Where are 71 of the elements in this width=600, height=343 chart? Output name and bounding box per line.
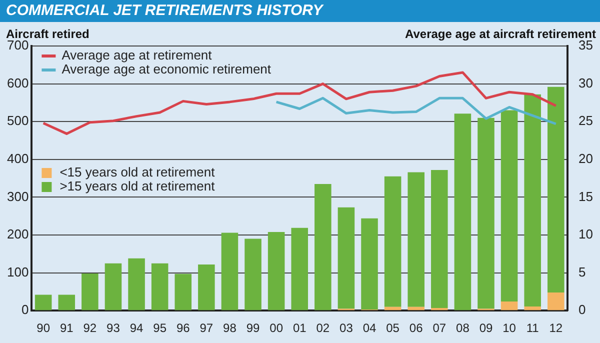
x-tick-label: 98: [223, 321, 237, 336]
bar: [221, 232, 238, 310]
y-tick-label: 300: [6, 188, 29, 204]
bar: [431, 170, 448, 308]
bar: [524, 94, 541, 306]
y2-tick-label: 25: [578, 113, 594, 128]
bar: [82, 274, 98, 310]
x-tick-label: 94: [130, 321, 144, 336]
y-tick-label: 500: [6, 113, 29, 128]
bar: [338, 207, 355, 309]
legend-label: >15 years old at retirement: [60, 178, 216, 194]
bar: [384, 176, 402, 307]
bar: [500, 302, 518, 310]
x-tick-label: 09: [479, 321, 493, 336]
bar: [408, 306, 424, 310]
x-tick-label: 05: [386, 321, 400, 336]
y2-tick-label: 20: [578, 150, 594, 166]
x-tick-label: 92: [83, 321, 97, 336]
y-tick-label: 200: [6, 226, 29, 242]
bar: [198, 264, 215, 310]
x-tick-label: 03: [340, 321, 354, 336]
bar: [548, 292, 564, 310]
legend-label: Average age at economic retirement: [62, 62, 272, 77]
x-tick-label: 97: [200, 321, 214, 336]
legend-label: Average age at retirement: [62, 48, 212, 63]
chart-title: COMMERCIAL JET RETIREMENTS HISTORY: [0, 0, 600, 22]
bar: [500, 110, 518, 302]
x-tick-label: 96: [176, 321, 190, 336]
y-tick-label: 600: [6, 75, 29, 90]
y2-tick-label: 5: [578, 264, 586, 280]
x-tick-label: 10: [502, 321, 516, 336]
y-tick-label: 100: [6, 264, 29, 280]
x-tick-label: 91: [60, 321, 74, 336]
bar: [128, 258, 145, 310]
bar: [151, 263, 168, 310]
bar: [478, 118, 494, 309]
bar: [454, 114, 472, 310]
bar: [314, 184, 332, 310]
bar: [244, 238, 262, 310]
bar: [174, 274, 192, 310]
bar: [548, 86, 564, 292]
y2-tick-label: 30: [578, 75, 594, 90]
bar: [431, 308, 448, 310]
x-tick-label: 95: [153, 321, 167, 336]
y2-tick-label: 10: [578, 226, 594, 242]
bar: [291, 228, 308, 310]
y2-tick-label: 0: [578, 302, 586, 318]
bar: [104, 263, 122, 310]
x-tick-label: 12: [549, 321, 563, 336]
y2-tick-label: 15: [578, 188, 594, 204]
bar: [408, 172, 424, 307]
x-tick-label: 07: [432, 321, 446, 336]
x-tick-label: 00: [270, 321, 284, 336]
x-tick-label: 99: [246, 321, 260, 336]
legend-label: <15 years old at retirement: [60, 164, 216, 180]
x-tick-label: 02: [316, 321, 330, 336]
bar: [58, 294, 76, 310]
bar: [361, 218, 378, 310]
bar: [268, 232, 285, 310]
bar: [524, 306, 541, 310]
x-tick-label: 11: [526, 321, 540, 336]
x-tick-label: 93: [106, 321, 120, 336]
x-tick-label: 01: [292, 321, 307, 336]
x-tick-label: 08: [456, 321, 470, 336]
bar: [384, 306, 402, 310]
x-tick-label: 90: [36, 321, 50, 336]
bar: [34, 294, 52, 310]
x-tick-label: 06: [409, 321, 424, 336]
x-tick-label: 04: [362, 321, 377, 336]
y-tick-label: 400: [6, 150, 29, 166]
y-tick-label: 0: [21, 302, 29, 318]
